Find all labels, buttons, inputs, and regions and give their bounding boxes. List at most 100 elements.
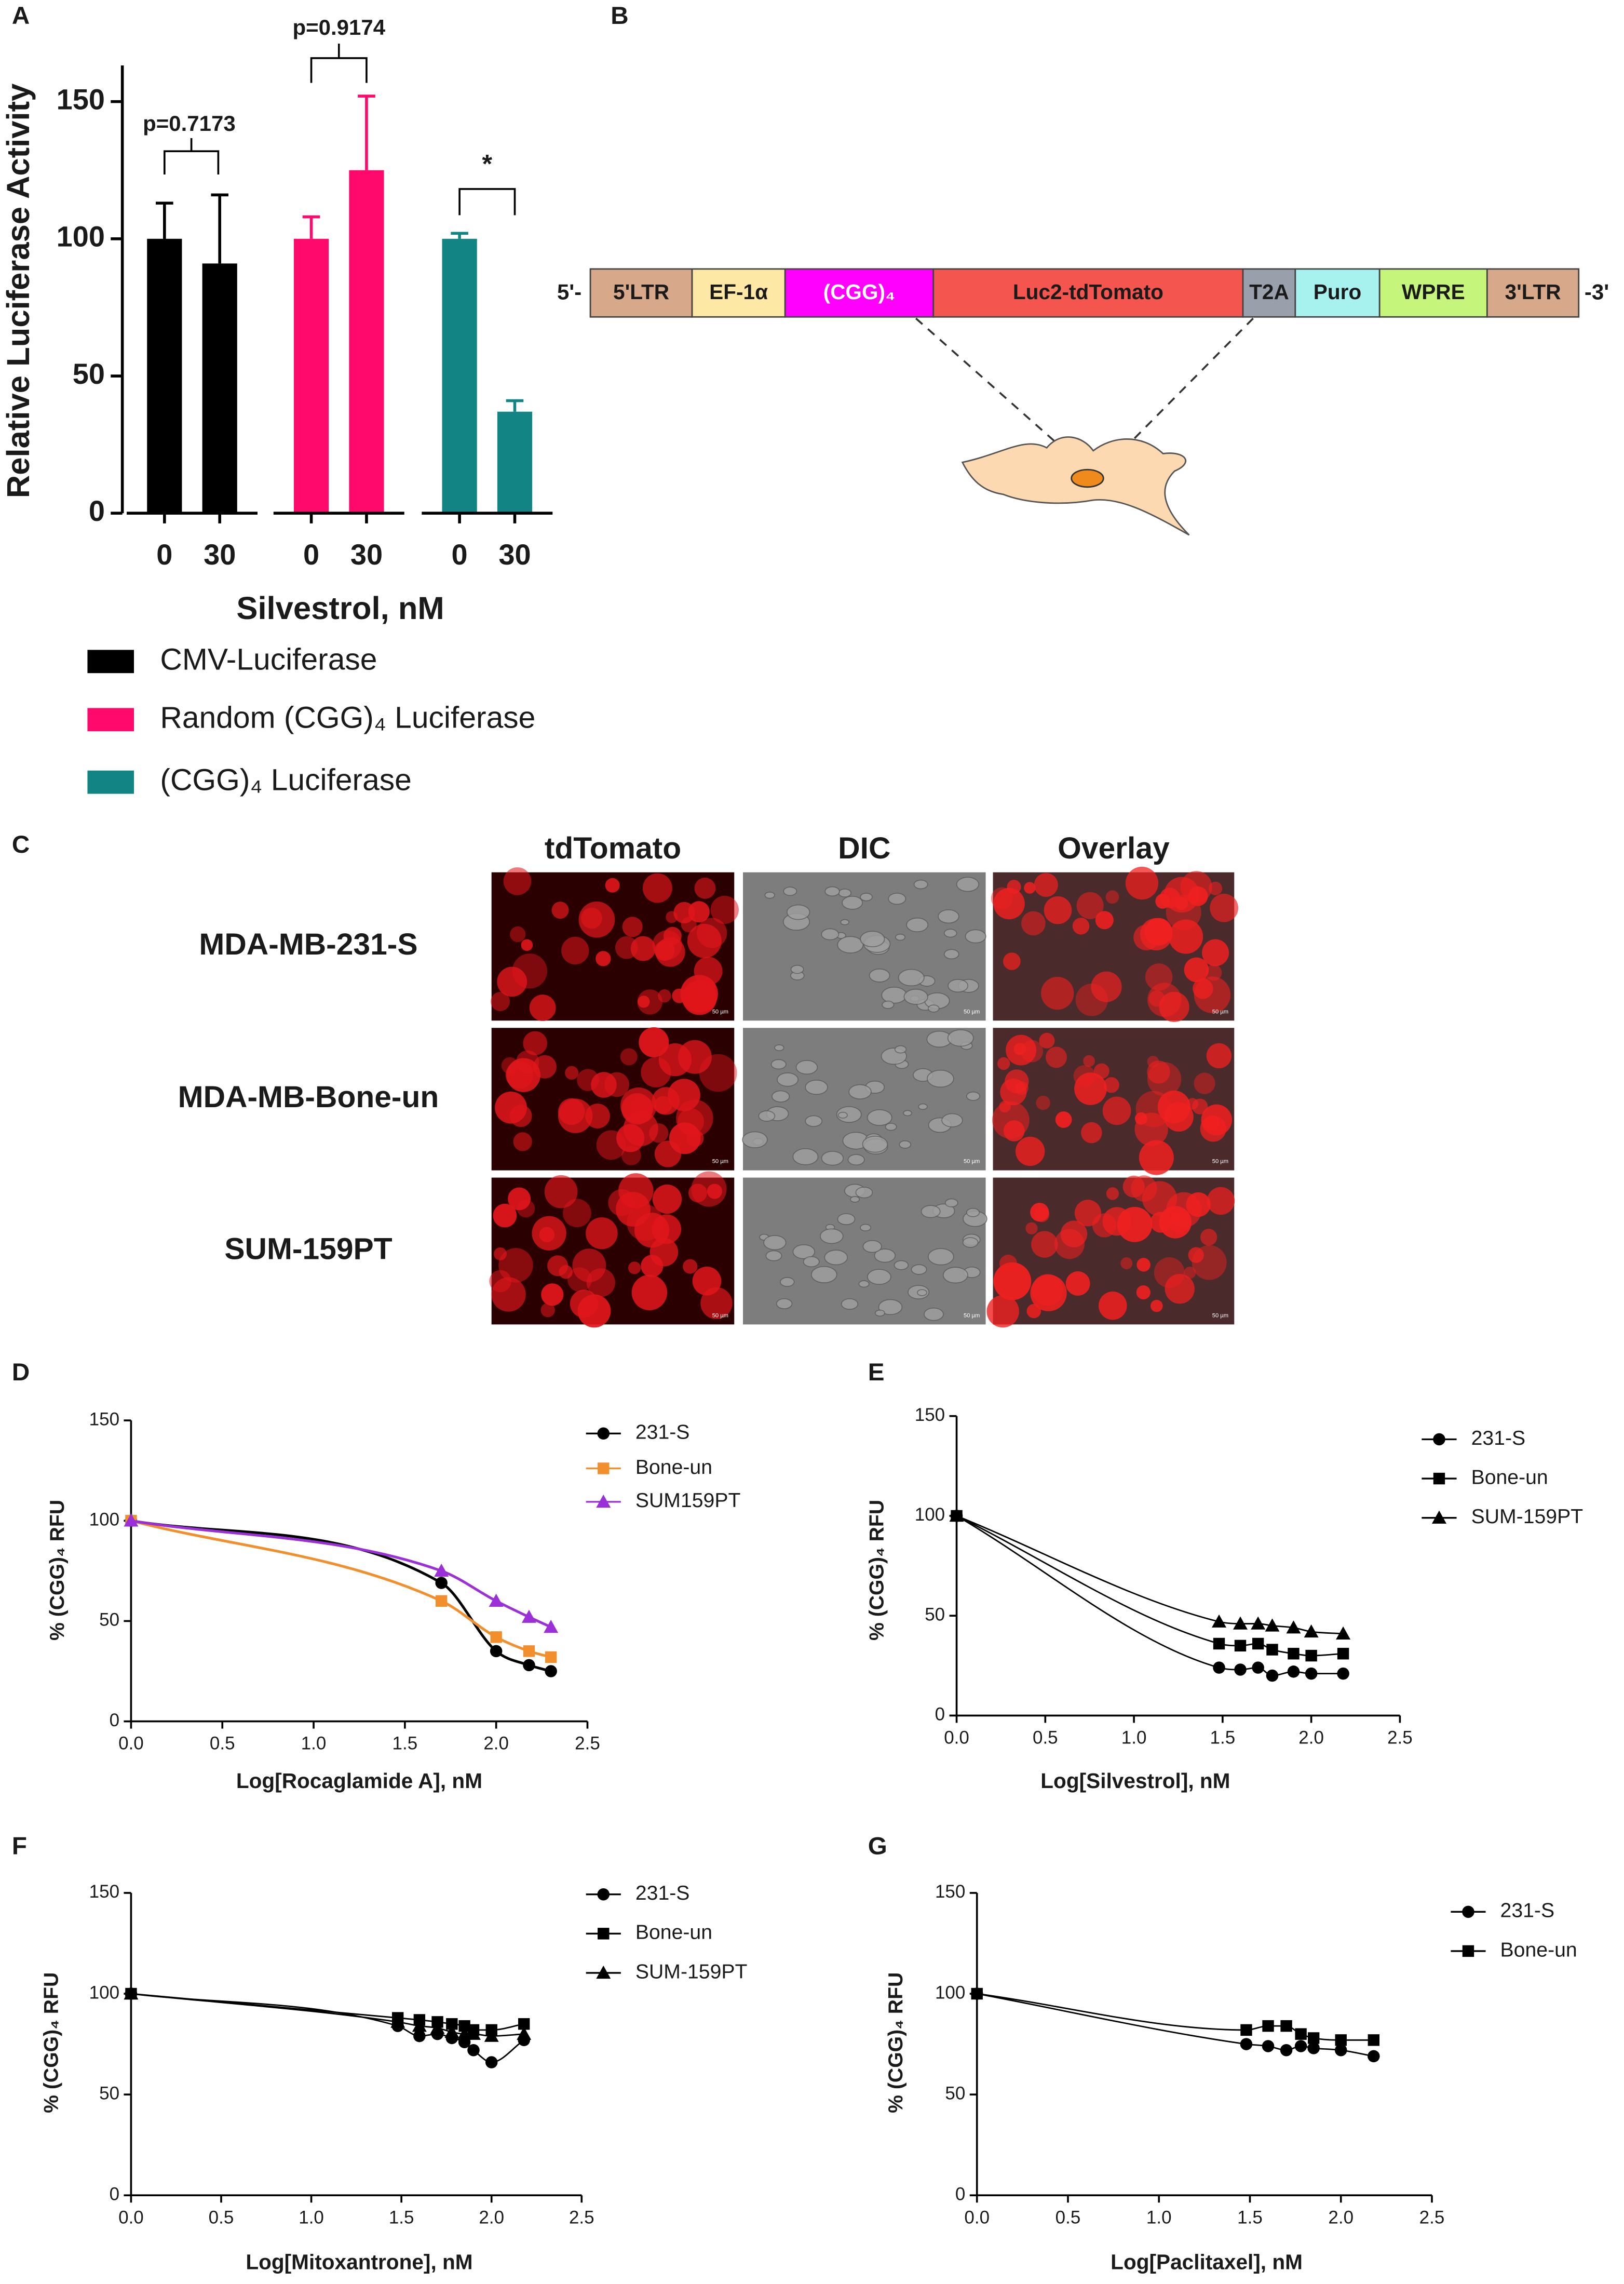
marker (1233, 1616, 1248, 1630)
legend-label: 231-S (635, 1882, 690, 1904)
marker (523, 1659, 535, 1672)
marker (489, 1593, 504, 1607)
cell-texture (820, 1228, 844, 1244)
y-tick-label: 50 (99, 1610, 119, 1630)
cell-fluorescence (544, 1175, 578, 1208)
marker (1368, 2050, 1380, 2063)
cell-fluorescence (1091, 971, 1122, 1002)
cell-texture (821, 1151, 844, 1166)
cell-texture (966, 1207, 980, 1217)
cell-texture (924, 1307, 944, 1321)
legend-marker (1462, 1905, 1474, 1918)
cell-fluorescence (622, 917, 643, 937)
cell-fluorescence (1083, 1055, 1095, 1067)
cell-fluorescence (1103, 1077, 1119, 1093)
cell-texture (903, 988, 928, 1005)
cell-fluorescence (503, 867, 532, 895)
scale-bar-label: 50 µm (964, 1159, 980, 1165)
cell-texture (888, 893, 906, 905)
cell-texture (867, 1109, 892, 1126)
y-tick-label: 150 (935, 1882, 965, 1902)
legend-marker (1462, 1945, 1474, 1957)
marker (1337, 1667, 1349, 1680)
cell-texture (795, 1060, 818, 1075)
cell-texture (898, 969, 925, 987)
scale-bar-label: 50 µm (712, 1009, 728, 1015)
y-axis-label: % (CGG)₄ RFU (46, 1500, 69, 1641)
cell-fluorescence (1093, 1063, 1109, 1079)
cell-texture (867, 1269, 891, 1285)
legend-label: SUM-159PT (635, 1960, 748, 1983)
cell-fluorescence (1136, 1285, 1151, 1300)
cell-texture (772, 1090, 790, 1103)
cell (961, 436, 1190, 536)
fit-line (956, 1515, 1344, 1635)
y-tick-label: 50 (945, 2083, 965, 2103)
cell-fluorescence (1039, 1032, 1055, 1049)
legend-label: Bone-un (1471, 1466, 1548, 1488)
construct-segment (1378, 268, 1488, 318)
cell-fluorescence (541, 1283, 564, 1306)
nucleus (1071, 468, 1104, 488)
cell-fluorescence (1005, 1069, 1029, 1094)
cell-fluorescence (596, 1130, 626, 1160)
y-tick-label: 150 (57, 83, 105, 115)
marker (544, 1620, 559, 1633)
cell-fluorescence (1125, 866, 1159, 900)
marker (1336, 1626, 1351, 1640)
cell-texture (805, 1080, 828, 1095)
cell-fluorescence (1122, 1175, 1145, 1198)
panel-letter: G (868, 1833, 887, 1860)
cell-fluorescence (993, 1262, 1032, 1300)
legend-marker (1431, 1510, 1446, 1524)
cell-fluorescence (1055, 1111, 1072, 1128)
column-header: tdTomato (545, 831, 681, 865)
marker (458, 2020, 470, 2032)
x-tick-label: 2.5 (1419, 2207, 1445, 2227)
cell-texture (758, 1110, 776, 1122)
cell-texture (942, 1267, 968, 1284)
marker (413, 2030, 426, 2043)
y-tick-label: 100 (935, 1982, 965, 2003)
construct-segment (932, 268, 1244, 318)
cell-fluorescence (497, 966, 527, 997)
cell-fluorescence (523, 1031, 547, 1056)
marker (1288, 1648, 1300, 1660)
annotation: * (482, 149, 493, 178)
cell-texture (763, 1235, 787, 1251)
cell-fluorescence (623, 1111, 658, 1146)
cell-fluorescence (1186, 1192, 1211, 1217)
cell-fluorescence (707, 1184, 722, 1199)
cell-texture (837, 936, 864, 953)
construct-decor (915, 317, 1254, 536)
cell-fluorescence (688, 1184, 707, 1203)
cell-texture (790, 964, 804, 974)
marker (435, 1595, 448, 1607)
panel-letter: F (12, 1833, 27, 1860)
cell-fluorescence (532, 1216, 566, 1251)
x-axis-label: Log[Silvestrol], nM (1040, 1769, 1230, 1793)
x-axis-label: Log[Paclitaxel], nM (1111, 2250, 1303, 2274)
legend-marker (597, 1427, 610, 1440)
marker (1252, 1637, 1264, 1650)
cell-texture (944, 1198, 958, 1207)
cell-texture (903, 1110, 912, 1117)
panel-letter: B (611, 2, 628, 30)
cell-texture (780, 1277, 795, 1287)
legend-swatch (87, 650, 134, 674)
cell-texture (783, 886, 797, 896)
cell-fluorescence (1065, 1271, 1090, 1296)
cell-texture (774, 1044, 784, 1052)
construct-end: 5'- (557, 280, 581, 304)
cell-fluorescence (620, 1048, 638, 1066)
cell-fluorescence (1025, 1222, 1038, 1234)
cell-fluorescence (1159, 991, 1189, 1023)
marker (1213, 1637, 1225, 1650)
bar (349, 170, 384, 514)
cell-texture (840, 919, 849, 925)
legend-marker (1433, 1433, 1445, 1446)
cell-texture (742, 1131, 768, 1148)
dashed-line (1118, 317, 1254, 454)
x-tick-label: 2.5 (569, 2207, 594, 2227)
construct-segment (589, 268, 693, 318)
